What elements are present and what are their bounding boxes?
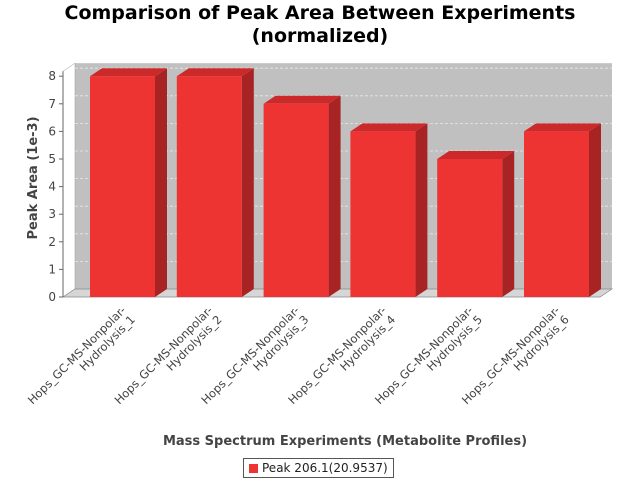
- chart-title: Comparison of Peak Area Between Experime…: [0, 2, 640, 48]
- gridlines: [75, 67, 612, 262]
- plot-left-wall: [62, 62, 76, 298]
- bar-3: [263, 95, 341, 297]
- bar-3-side: [328, 95, 341, 297]
- legend-label: Peak 206.1(20.9537): [262, 461, 388, 475]
- y-tick-label-0: 0: [48, 290, 56, 304]
- bar-2-front: [176, 76, 242, 297]
- y-tick-label-6: 6: [48, 124, 56, 138]
- y-axis-label: Peak Area (1e-3): [26, 116, 41, 239]
- legend-swatch: [249, 463, 258, 473]
- bar-6-side: [589, 123, 601, 298]
- bar-5-top: [437, 151, 515, 159]
- bar-1-front: [90, 76, 155, 297]
- bars: [90, 68, 601, 298]
- axes: [59, 71, 64, 298]
- bar-3-top: [263, 95, 341, 104]
- chart-title-line-1: Comparison of Peak Area Between Experime…: [64, 2, 576, 24]
- bar-2: [176, 68, 254, 297]
- bar-1-top: [90, 68, 167, 77]
- bar-4-side: [415, 123, 428, 298]
- y-tick-label-1: 1: [48, 262, 56, 276]
- bar-6-top: [524, 123, 601, 132]
- y-tick-label-3: 3: [48, 207, 56, 221]
- bar-5-side: [502, 151, 515, 297]
- y-tick-label-4: 4: [48, 180, 56, 194]
- y-tick-label-5: 5: [48, 152, 56, 166]
- bar-5: [437, 151, 515, 297]
- bar-4-front: [350, 131, 416, 297]
- bar-6-front: [524, 131, 589, 297]
- x-axis-label: Mass Spectrum Experiments (Metabolite Pr…: [163, 434, 527, 449]
- bar-5-front: [437, 159, 503, 297]
- x-tick-label-1-line-1: Hops_GC-MS-Nonpolar-: [25, 303, 129, 407]
- y-tick-label-8: 8: [48, 69, 56, 83]
- y-tick-label-2: 2: [48, 235, 56, 249]
- y-tick-labels: 0 1 2 3 4 5 6 7 8: [48, 69, 56, 304]
- y-tick-label-7: 7: [48, 97, 56, 111]
- bar-6: [524, 123, 601, 298]
- bar-1-side: [155, 68, 167, 297]
- legend: Peak 206.1(20.9537): [243, 458, 394, 478]
- bar-4-top: [350, 123, 428, 132]
- bar-1: [90, 68, 167, 297]
- bar-2-top: [176, 68, 254, 77]
- bar-3-front: [263, 103, 329, 297]
- bar-4: [350, 123, 428, 298]
- x-tick-labels: Hops_GC-MS-Nonpolar-Hydrolysis_1Hops_GC-…: [25, 303, 572, 407]
- chart-title-line-2: (normalized): [251, 25, 389, 47]
- bar-2-side: [241, 68, 254, 297]
